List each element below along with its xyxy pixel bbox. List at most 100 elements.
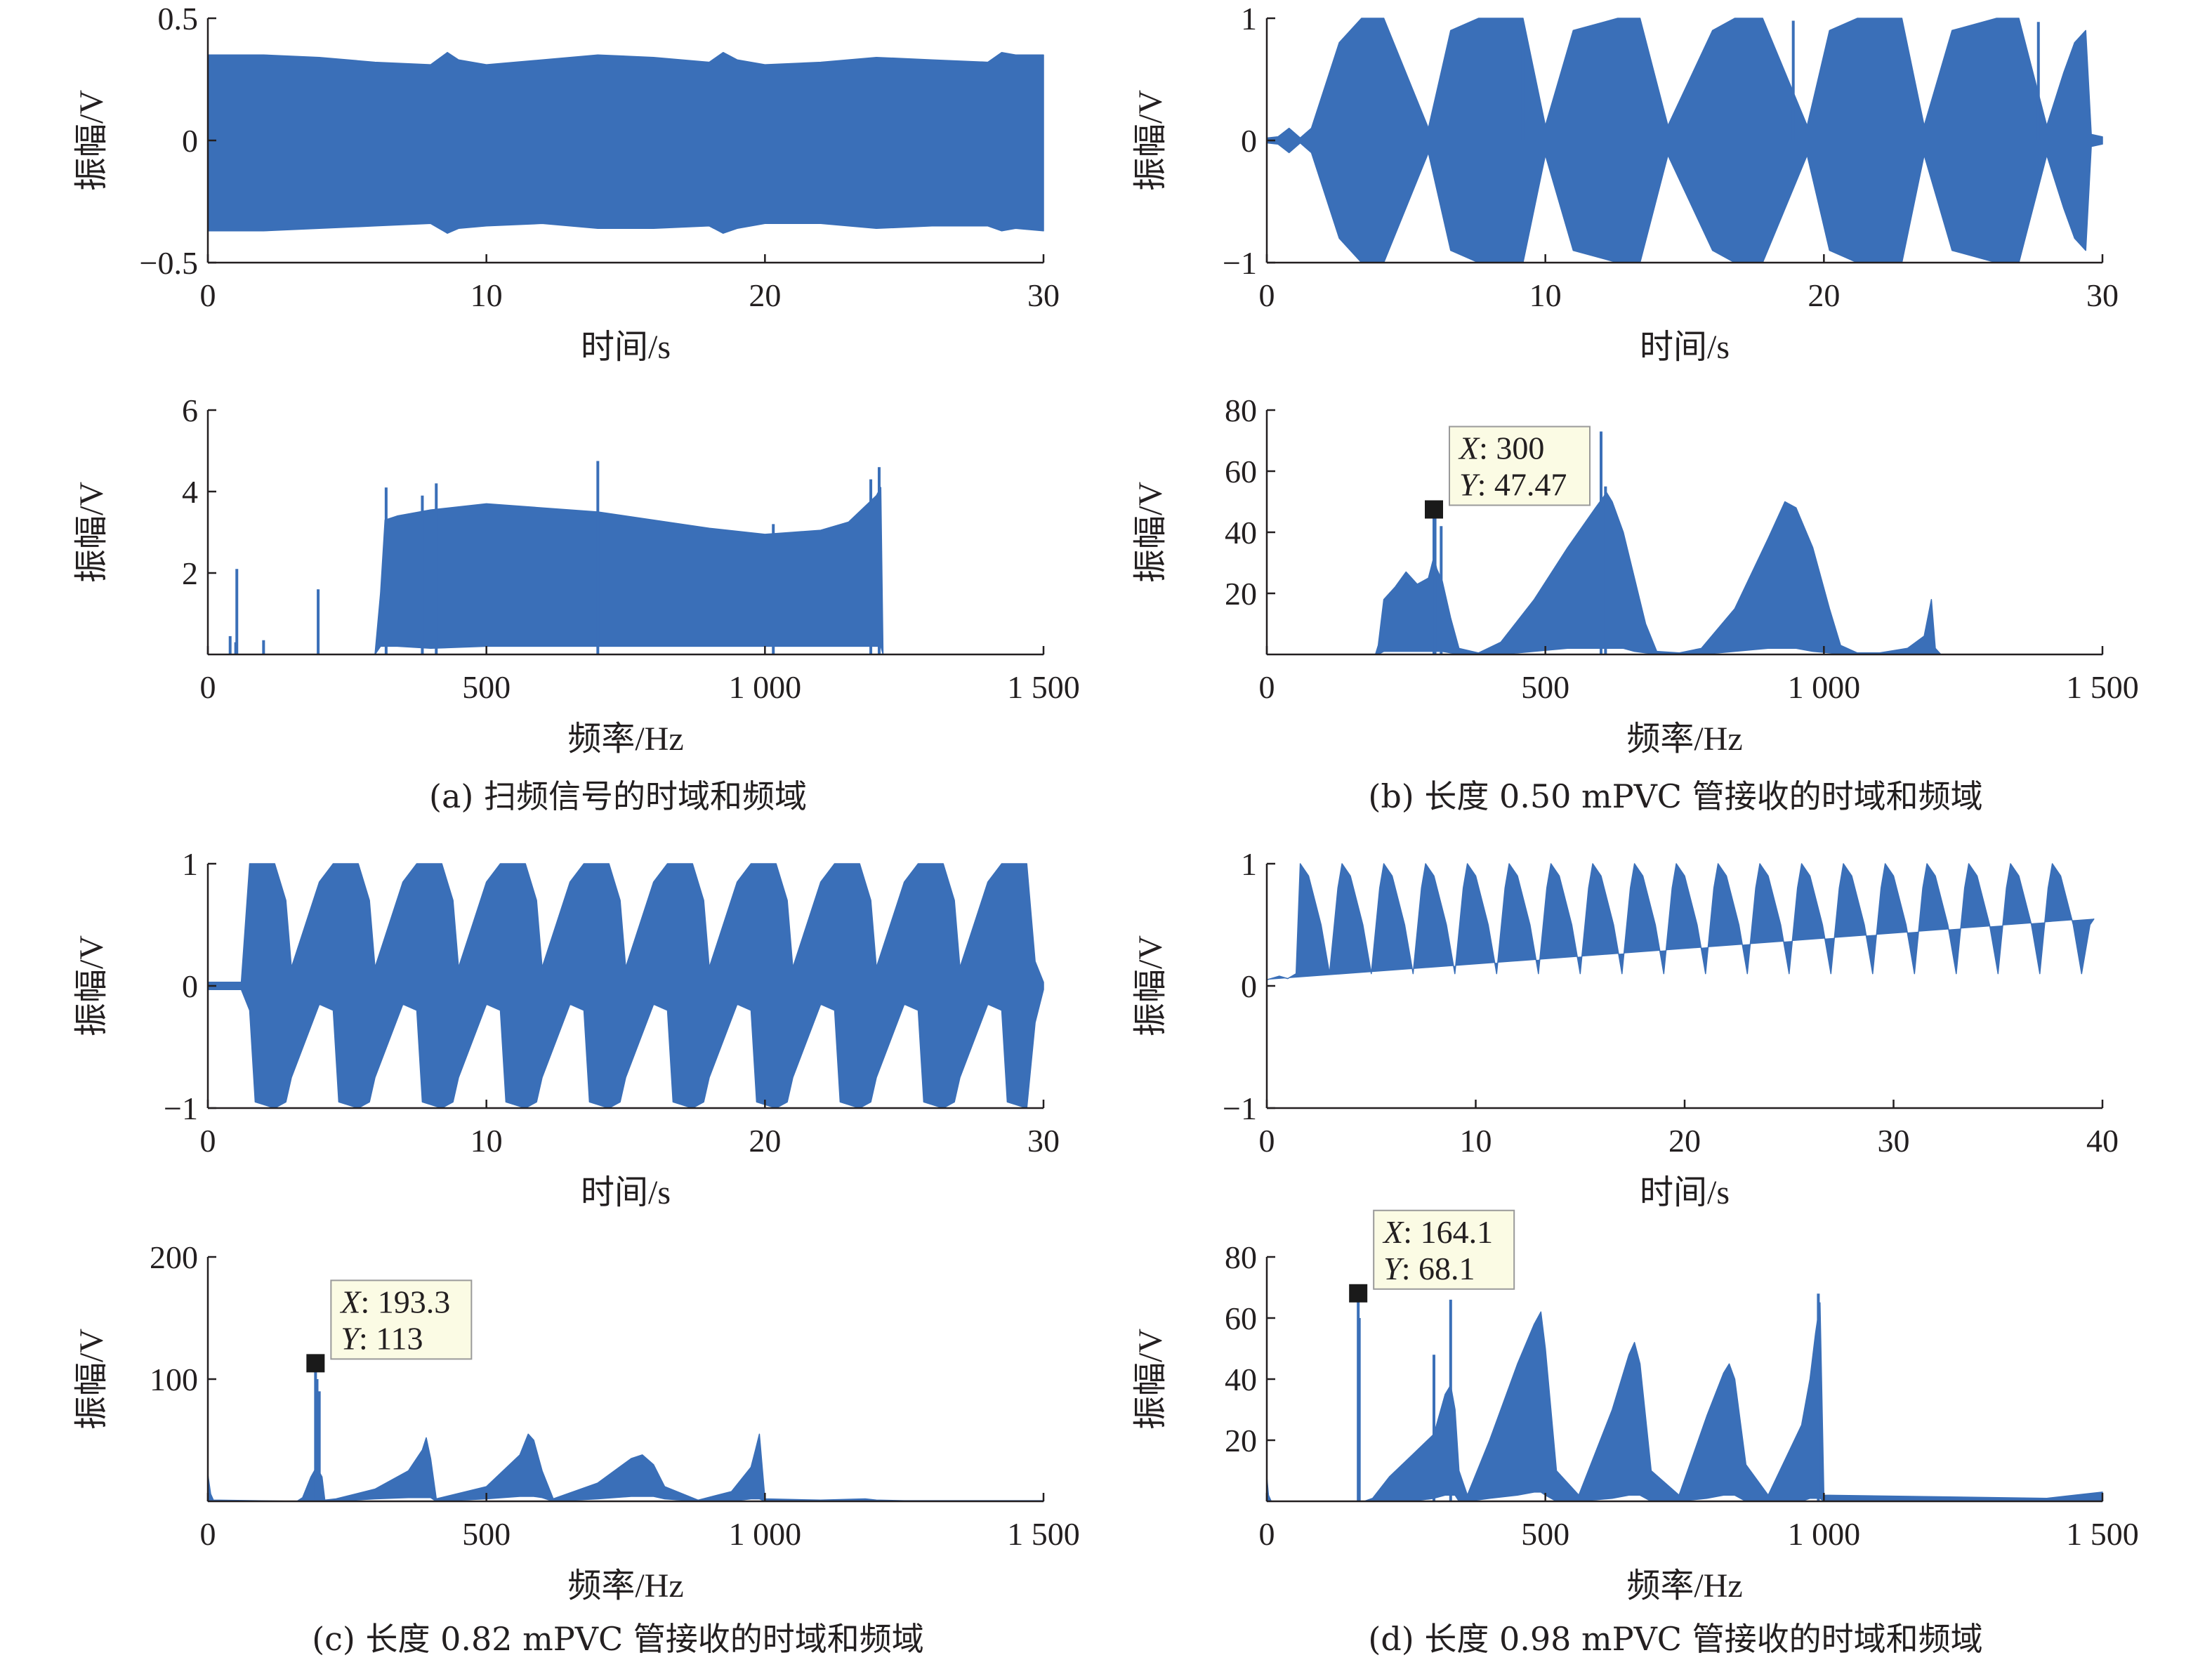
caption-c: (c) 长度 0.82 mPVC 管接收的时域和频域 — [312, 1620, 924, 1658]
y-axis-title: 振幅/V — [1132, 1329, 1169, 1430]
chart-d-freq: 0 500 1 000 1 500 20 40 60 80 频率/Hz 振幅/V X: 164.1Y… — [1132, 1209, 2139, 1605]
x-tick-label: 0 — [1259, 669, 1275, 705]
series-envelope — [1266, 863, 2095, 981]
datatip-marker — [1349, 1284, 1368, 1303]
y-tick-label: 1 — [1241, 1, 1257, 37]
y-axis-title: 振幅/V — [1132, 935, 1169, 1036]
y-tick-label: 2 — [182, 555, 198, 591]
y-tick-label: 40 — [1225, 1362, 1257, 1397]
y-tick-label: 4 — [182, 474, 198, 510]
x-tick-label: 500 — [462, 669, 511, 705]
datatip-box — [330, 1279, 473, 1360]
x-tick-label: 1 000 — [729, 669, 802, 705]
datatip-y-row: Y: 68.1 — [1383, 1251, 1475, 1286]
caption-a: (a) 扫频信号的时域和频域 — [429, 777, 807, 815]
y-tick-label: 80 — [1225, 1239, 1257, 1275]
chart-a-time: 0 10 20 30−0.500.5时间/s振幅/V — [73, 1, 1060, 366]
x-tick-label: 10 — [1529, 277, 1562, 313]
datatip-box — [1449, 426, 1591, 506]
x-tick-label: 1 500 — [1007, 669, 1080, 705]
datatip-y-value: 68.1 — [1418, 1251, 1475, 1286]
x-axis-title: 时间/s — [581, 1174, 671, 1211]
x-tick-label: 1 500 — [2066, 669, 2139, 705]
y-tick-label: 60 — [1225, 1300, 1257, 1336]
y-tick-label: −1 — [1223, 245, 1257, 281]
x-tick-label: 30 — [1027, 277, 1060, 313]
datatip-marker — [1425, 500, 1443, 519]
y-tick-label: 60 — [1225, 454, 1257, 489]
y-tick-label: 100 — [150, 1362, 198, 1397]
y-tick-label: 40 — [1225, 515, 1257, 551]
x-tick-label: 10 — [1460, 1123, 1492, 1159]
y-axis-title: 振幅/V — [73, 90, 110, 191]
x-tick-label: 0 — [200, 669, 216, 705]
y-tick-label: 80 — [1225, 393, 1257, 428]
datatip-box — [1373, 1209, 1515, 1290]
x-tick-label: 1 000 — [1788, 669, 1861, 705]
datatip-x-row: X: 300 — [1458, 430, 1544, 466]
y-tick-label: 20 — [1225, 1423, 1257, 1458]
y-tick-label: 0 — [1241, 968, 1257, 1004]
y-axis-title: 振幅/V — [1132, 90, 1169, 191]
x-tick-label: 500 — [462, 1516, 511, 1552]
x-tick-label: 1 500 — [2066, 1516, 2139, 1552]
y-tick-label: 6 — [182, 393, 198, 428]
datatip-x-value: 300 — [1496, 430, 1544, 466]
x-tick-label: 1 000 — [729, 1516, 802, 1552]
series-envelope — [207, 487, 1044, 655]
x-axis-title: 时间/s — [1640, 329, 1730, 366]
x-tick-label: 10 — [470, 277, 503, 313]
y-tick-label: −1 — [164, 1091, 198, 1126]
series-envelope — [1266, 18, 2103, 263]
x-axis-title: 频率/Hz — [1626, 720, 1742, 758]
caption-d: (d) 长度 0.98 mPVC 管接收的时域和频域 — [1368, 1620, 1983, 1658]
x-tick-label: 20 — [1808, 277, 1840, 313]
x-tick-label: 1 500 — [1007, 1516, 1080, 1552]
series-envelope — [1266, 1302, 2103, 1502]
datatip-x-row: X: 164.1 — [1382, 1214, 1493, 1250]
x-tick-label: 10 — [470, 1123, 503, 1159]
y-tick-label: 20 — [1225, 576, 1257, 612]
y-tick-label: −1 — [1223, 1091, 1257, 1126]
datatip-y-row: Y: 113 — [341, 1320, 423, 1356]
y-tick-label: 0 — [1241, 123, 1257, 159]
x-tick-label: 1 000 — [1788, 1516, 1861, 1552]
x-axis-title: 频率/Hz — [567, 720, 683, 758]
series-envelope — [207, 1433, 1044, 1502]
chart-b-freq: 0 500 1 000 1 500 20 40 60 80 频率/Hz 振幅/V X: 300Y: … — [1132, 393, 2139, 758]
y-tick-label: −0.5 — [140, 245, 198, 281]
x-tick-label: 0 — [200, 277, 216, 313]
x-axis-title: 频率/Hz — [1626, 1567, 1742, 1605]
x-tick-label: 0 — [200, 1123, 216, 1159]
datatip-y-row: Y: 47.47 — [1459, 467, 1567, 503]
chart-a-freq: 0 500 1 000 1 500 2 4 6 频率/Hz 振幅/V — [73, 393, 1080, 758]
x-tick-label: 40 — [2086, 1123, 2119, 1159]
y-axis-title: 振幅/V — [73, 482, 110, 583]
datatip-x-row: X: 193.3 — [339, 1284, 450, 1319]
x-tick-label: 500 — [1521, 669, 1569, 705]
series-envelope — [207, 863, 1044, 1109]
datatip-x-value: 164.1 — [1421, 1214, 1494, 1250]
x-tick-label: 30 — [2086, 277, 2119, 313]
x-tick-label: 0 — [200, 1516, 216, 1552]
y-tick-label: 0.5 — [158, 1, 199, 37]
y-tick-label: 0 — [182, 123, 198, 159]
series-envelope — [207, 51, 1044, 234]
y-axis-title: 振幅/V — [1132, 482, 1169, 583]
x-tick-label: 20 — [749, 1123, 781, 1159]
x-tick-label: 20 — [749, 277, 781, 313]
x-axis-title: 时间/s — [1640, 1174, 1730, 1211]
chart-c-freq: 0 500 1 000 1 500 100 200 频率/Hz 振幅/V X: 193.3Y: … — [73, 1239, 1080, 1605]
x-tick-label: 500 — [1521, 1516, 1569, 1552]
x-tick-label: 0 — [1259, 1516, 1275, 1552]
x-tick-label: 20 — [1668, 1123, 1701, 1159]
x-tick-label: 30 — [1878, 1123, 1910, 1159]
x-axis-title: 频率/Hz — [567, 1567, 683, 1605]
y-tick-label: 200 — [150, 1239, 198, 1275]
y-tick-label: 0 — [182, 968, 198, 1004]
datatip-y-value: 113 — [376, 1320, 423, 1356]
